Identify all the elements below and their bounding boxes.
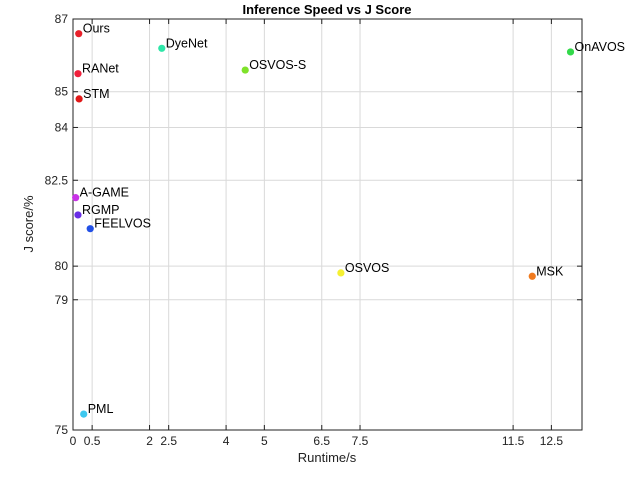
point-label-feelvos: FEELVOS <box>94 217 151 231</box>
y-tick-label: 84 <box>55 120 69 134</box>
point-label-stm: STM <box>83 87 109 101</box>
point-label-ranet: RANet <box>82 62 119 76</box>
data-points <box>72 30 575 418</box>
x-tick-label: 12.5 <box>540 434 564 448</box>
point-label-ours: Ours <box>83 22 110 36</box>
point-label-pml: PML <box>88 402 114 416</box>
x-tick-label: 2.5 <box>160 434 177 448</box>
point-label-a-game: A-GAME <box>80 186 129 200</box>
y-tick-label: 87 <box>55 12 69 26</box>
data-point-a-game <box>72 194 80 202</box>
point-label-msk: MSK <box>536 264 564 278</box>
point-labels: Ours RANet STM DyeNet OSVOS-S OnAVOS A-GAME RGM… <box>80 22 625 416</box>
x-tick-label: 5 <box>261 434 268 448</box>
x-tick-label: 7.5 <box>352 434 369 448</box>
x-tick-label: 6.5 <box>313 434 330 448</box>
point-label-dyenet: DyeNet <box>166 36 208 50</box>
point-label-rgmp: RGMP <box>82 203 120 217</box>
data-point-ranet <box>74 70 82 78</box>
data-point-feelvos <box>86 225 94 233</box>
chart-title: Inference Speed vs J Score <box>242 2 411 17</box>
y-tick-label: 79 <box>55 293 69 307</box>
y-tick-label: 82.5 <box>45 173 69 187</box>
point-label-osvos-s: OSVOS-S <box>249 58 306 72</box>
point-label-onavos: OnAVOS <box>575 40 625 54</box>
data-point-pml <box>80 410 88 418</box>
x-tick-label: 0 <box>70 434 77 448</box>
plot-frame <box>72 18 583 431</box>
data-point-onavos <box>566 48 575 56</box>
data-point-rgmp <box>74 211 82 219</box>
data-point-stm <box>75 95 83 103</box>
x-tick-label: 4 <box>223 434 230 448</box>
x-tick-label: 11.5 <box>502 434 525 448</box>
x-tick-label: 0.5 <box>84 434 101 448</box>
data-point-osvos-s <box>241 66 249 74</box>
y-tick-label: 85 <box>55 85 69 99</box>
y-axis-label: J score/% <box>21 195 36 253</box>
data-point-msk <box>528 272 536 280</box>
data-point-osvos <box>337 269 345 277</box>
data-point-ours <box>75 30 83 38</box>
x-tick-label: 2 <box>146 434 153 448</box>
axis-ticks: 0 0.5 2 2.5 4 5 6.5 7.5 11.5 12.5 75 79 80 82.5 84 85 87 <box>45 12 582 448</box>
x-axis-label: Runtime/s <box>298 450 357 465</box>
y-tick-label: 80 <box>55 259 69 273</box>
y-tick-label: 75 <box>55 423 69 437</box>
data-point-dyenet <box>158 44 166 52</box>
point-label-osvos: OSVOS <box>345 261 389 275</box>
